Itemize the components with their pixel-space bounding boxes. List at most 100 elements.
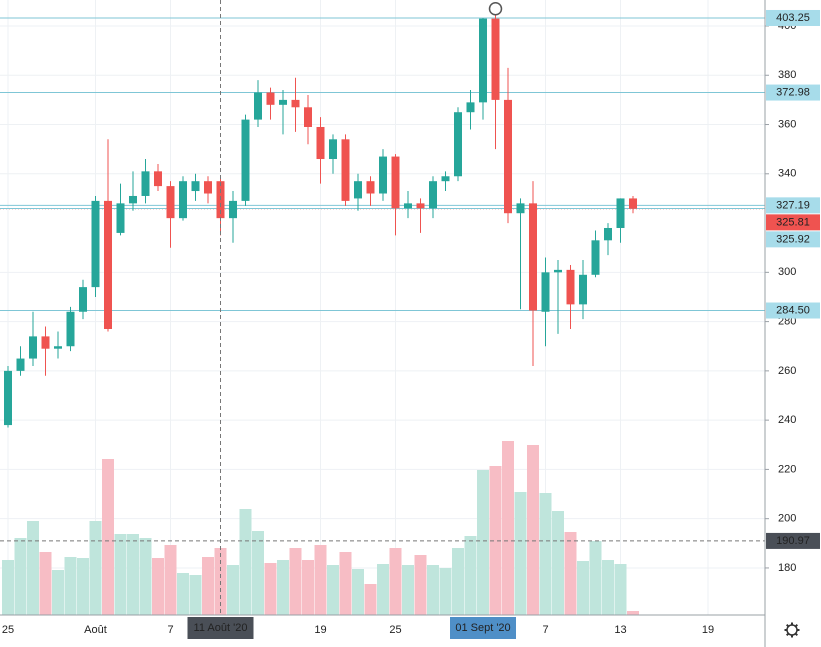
volume-bar (527, 445, 539, 615)
price-label-box (766, 9, 820, 26)
candle-body (366, 181, 375, 194)
candle-body (354, 181, 362, 199)
candle-body (579, 274, 587, 305)
candle-body (466, 102, 475, 113)
volume-bar (377, 564, 389, 615)
volume-bar (202, 557, 214, 615)
volume-bar (227, 565, 239, 615)
settings-icon[interactable] (784, 622, 800, 638)
y-tick-label: 300 (778, 266, 796, 278)
candle-body (254, 92, 262, 120)
price-label: 327.19 (776, 199, 810, 211)
settings-icon-tooth (785, 623, 790, 628)
current-price-label: 325.81 (776, 216, 810, 228)
volume-bar (589, 541, 602, 615)
y-tick-label: 200 (778, 513, 796, 525)
y-tick-label: 340 (778, 168, 796, 180)
volume-bar (252, 531, 264, 615)
volume-bar (402, 565, 414, 615)
candle-body (16, 358, 25, 371)
candle-body (529, 203, 537, 311)
candle-body (191, 181, 200, 192)
candle-body (304, 107, 312, 127)
candle-body (154, 171, 162, 187)
current-price-box (766, 214, 820, 231)
candle-body (329, 139, 337, 160)
candle-body (241, 119, 250, 201)
x-tick-label: 25 (2, 624, 14, 636)
volume-bar (452, 548, 464, 615)
volume-bar (314, 545, 327, 615)
volume-bar (464, 536, 477, 615)
volume-bar (439, 568, 452, 615)
x-tick-label: Août (84, 624, 107, 636)
volume-bar (352, 569, 364, 615)
volume-bar (577, 561, 589, 615)
x-tick-label: 19 (702, 624, 714, 636)
candle-body (491, 18, 500, 100)
candle-body (141, 171, 150, 196)
volume-bar (189, 575, 202, 615)
volume-bar (102, 459, 114, 615)
volume-bar (614, 564, 627, 615)
candle-body (91, 200, 100, 288)
candle-body (229, 200, 237, 219)
candle-body (179, 181, 187, 219)
candle-body (416, 203, 425, 209)
price-label: 372.98 (776, 86, 810, 98)
candle-body (29, 336, 37, 359)
volume-bar (427, 565, 439, 615)
candle-body (604, 227, 612, 241)
volume-bar (264, 563, 277, 615)
volume-bar (414, 555, 427, 615)
candle-body (516, 203, 525, 214)
volume-bar (627, 611, 639, 615)
candle-body (54, 346, 62, 349)
price-label-box (766, 84, 820, 101)
candle-body (391, 156, 400, 209)
candle-body (116, 203, 125, 233)
candle-body (479, 18, 487, 103)
volume-bar (302, 560, 314, 615)
candle-body (279, 99, 287, 105)
price-label: 284.50 (776, 304, 810, 316)
volume-bar (177, 573, 189, 615)
volume-bar (114, 534, 127, 615)
crosshair-x-box (187, 617, 254, 639)
volume-bar (339, 552, 352, 615)
candle-body (616, 198, 625, 228)
candle-body (379, 156, 387, 194)
y-tick-label: 220 (778, 463, 796, 475)
volume-bar (127, 534, 139, 615)
candle-body (79, 287, 87, 312)
volume-bar (239, 509, 252, 615)
volume-bar (27, 521, 39, 615)
crosshair-x-label: 11 Août '20 (194, 622, 248, 634)
candle-body (41, 336, 50, 349)
price-label: 325.92 (776, 233, 810, 245)
candle-body (404, 203, 412, 209)
high-marker (488, 1, 503, 16)
candle-body (129, 195, 137, 204)
volume-bar (502, 441, 514, 615)
volume-bar (539, 493, 552, 615)
price-label-box (766, 197, 820, 214)
crosshair-y-box (766, 532, 820, 549)
candle-body (541, 272, 550, 312)
x-tick-label: 19 (314, 624, 326, 636)
candle-body (291, 99, 300, 108)
volume-bar (564, 532, 577, 615)
volume-bar (139, 538, 152, 615)
settings-icon-tooth (794, 632, 799, 637)
y-tick-label: 240 (778, 414, 796, 426)
highlight-x-label: 01 Sept '20 (455, 622, 510, 634)
settings-icon-tooth (785, 632, 790, 637)
candle-body (316, 126, 325, 160)
candle-body (591, 240, 600, 275)
volume-bar (489, 466, 502, 615)
x-tick-label: 7 (542, 624, 548, 636)
y-tick-label: 360 (778, 118, 796, 130)
candle-body (554, 269, 562, 273)
highlight-x-box (450, 617, 516, 639)
x-tick-label: 13 (614, 624, 626, 636)
